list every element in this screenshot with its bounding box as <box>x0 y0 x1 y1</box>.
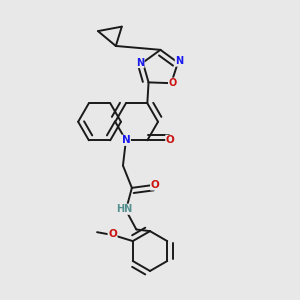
Text: O: O <box>108 229 117 239</box>
Text: N: N <box>122 135 130 145</box>
Text: N: N <box>136 58 144 68</box>
Text: HN: HN <box>116 204 133 214</box>
Text: O: O <box>166 135 175 145</box>
Text: O: O <box>169 78 177 88</box>
Text: O: O <box>151 180 159 190</box>
Text: N: N <box>176 56 184 66</box>
